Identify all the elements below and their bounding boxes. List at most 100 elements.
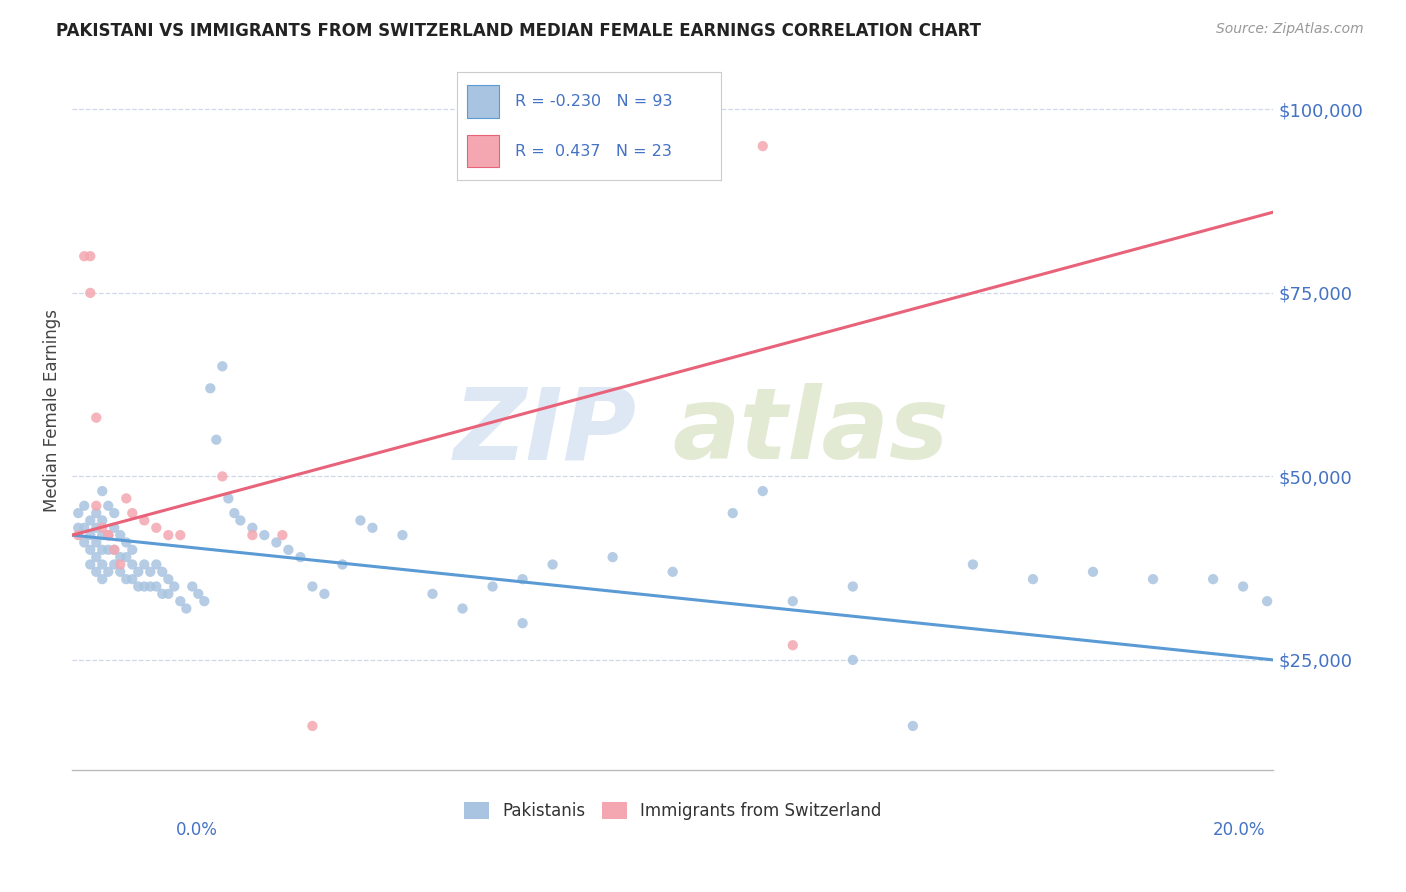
Point [187,587,209,601]
Point [1022,572,1045,586]
Text: Source: ZipAtlas.com: Source: ZipAtlas.com [1216,22,1364,37]
Point [217,491,239,506]
Point [782,638,804,652]
Point [163,580,186,594]
Point [115,535,138,549]
Point [752,484,775,499]
Point [451,601,474,615]
Point [67,506,90,520]
Point [277,542,299,557]
Point [157,528,180,542]
Point [205,433,228,447]
Point [752,139,775,153]
Point [84,521,107,535]
Point [271,528,294,542]
Point [121,572,143,586]
Point [79,513,101,527]
Point [181,580,204,594]
Point [145,580,167,594]
Y-axis label: Median Female Earnings: Median Female Earnings [44,309,60,512]
Point [139,580,162,594]
Point [176,601,198,615]
Point [391,528,413,542]
Point [97,542,120,557]
Point [67,521,90,535]
Point [84,565,107,579]
Point [1081,565,1104,579]
Point [67,528,90,542]
Point [103,542,125,557]
Point [91,484,114,499]
Point [79,285,101,300]
Point [229,513,252,527]
Point [301,719,323,733]
Point [73,249,96,263]
Point [193,594,215,608]
Point [145,558,167,572]
Point [103,506,125,520]
Point [115,491,138,506]
Point [134,580,156,594]
Legend: Pakistanis, Immigrants from Switzerland: Pakistanis, Immigrants from Switzerland [457,795,889,826]
Point [79,249,101,263]
Point [240,521,263,535]
Point [332,558,354,572]
Point [84,550,107,565]
Point [200,381,222,395]
Point [240,528,263,542]
Text: 20.0%: 20.0% [1213,821,1265,838]
Point [115,572,138,586]
Point [97,528,120,542]
Point [349,513,371,527]
Point [121,558,143,572]
Point [127,580,149,594]
Point [84,410,107,425]
Point [73,499,96,513]
Point [901,719,924,733]
Point [224,506,246,520]
Point [541,558,564,572]
Point [73,521,96,535]
Point [361,521,384,535]
Point [97,499,120,513]
Point [97,528,120,542]
Point [103,542,125,557]
Point [1142,572,1164,586]
Point [121,506,143,520]
Point [211,469,233,483]
Point [150,587,173,601]
Point [150,565,173,579]
Point [134,558,156,572]
Point [782,594,804,608]
Point [97,528,120,542]
Point [422,587,444,601]
Point [253,528,276,542]
Point [79,542,101,557]
Point [512,572,534,586]
Point [1256,594,1278,608]
Point [84,506,107,520]
Point [91,558,114,572]
Point [91,528,114,542]
Point [842,653,865,667]
Point [84,535,107,549]
Point [110,558,132,572]
Point [91,542,114,557]
Point [266,535,288,549]
Point [169,528,191,542]
Point [157,572,180,586]
Point [121,542,143,557]
Point [103,521,125,535]
Point [91,572,114,586]
Point [134,513,156,527]
Point [103,558,125,572]
Point [290,550,312,565]
Point [73,535,96,549]
Point [169,594,191,608]
Point [91,513,114,527]
Point [314,587,336,601]
Point [110,550,132,565]
Point [301,580,323,594]
Point [962,558,984,572]
Text: ZIP: ZIP [454,384,637,481]
